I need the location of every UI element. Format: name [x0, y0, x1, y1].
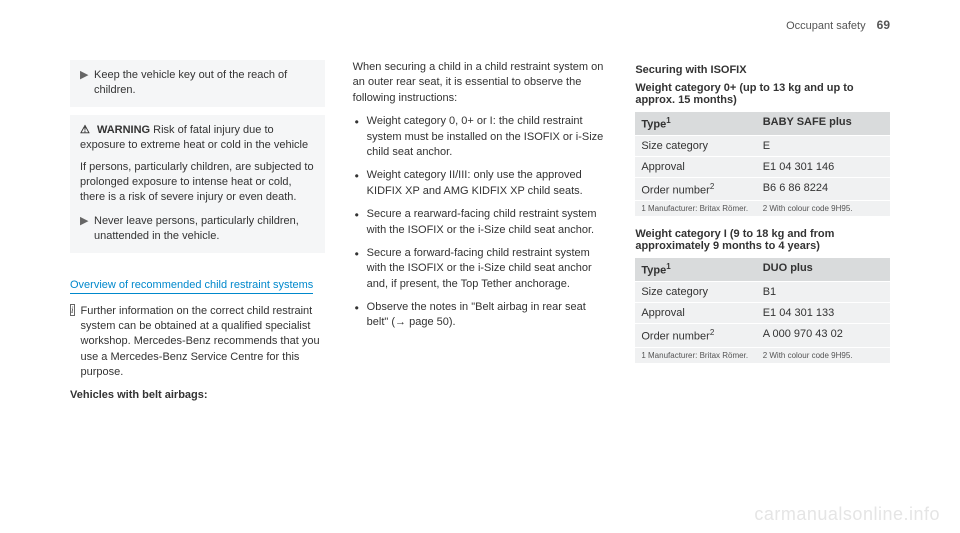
order-label: Order number — [641, 331, 709, 343]
size-label: Size category — [641, 286, 762, 298]
column-3: Securing with ISOFIX Weight category 0+ … — [635, 60, 890, 412]
approval-value: E1 04 301 146 — [763, 161, 884, 173]
page-number: 69 — [877, 18, 890, 32]
isofix-heading: Securing with ISOFIX — [635, 64, 890, 76]
table-row: Order number2 B6 6 86 8224 — [635, 177, 890, 201]
approval-value: E1 04 301 133 — [763, 307, 884, 319]
table-row: Approval E1 04 301 146 — [635, 156, 890, 177]
tip-text: Keep the vehicle key out of the reach of… — [94, 69, 287, 96]
content-columns: ▶ Keep the vehicle key out of the reach … — [70, 60, 890, 412]
size-value: E — [763, 140, 884, 152]
tip-box: ▶ Keep the vehicle key out of the reach … — [70, 60, 325, 107]
table-row: Type1 DUO plus — [635, 258, 890, 281]
list-item: Secure a forward-facing child restraint … — [353, 246, 608, 292]
table-row: Order number2 A 000 970 43 02 — [635, 323, 890, 347]
table-row: Size category E — [635, 135, 890, 156]
footnote-1: 1 Manufacturer: Britax Römer. — [641, 351, 762, 360]
column-2: When securing a child in a child restrai… — [353, 60, 608, 412]
info-text: Further information on the correct child… — [81, 304, 325, 381]
order-value: A 000 970 43 02 — [763, 328, 884, 343]
size-value: B1 — [763, 286, 884, 298]
action-arrow-icon: ▶ — [80, 68, 88, 83]
watermark: carmanualsonline.info — [754, 504, 940, 525]
approval-label: Approval — [641, 161, 762, 173]
footnote-ref: 2 — [710, 328, 714, 337]
table-footnote: 1 Manufacturer: Britax Römer. 2 With col… — [635, 347, 890, 363]
weight-cat-2-title: Weight category I (9 to 18 kg and from a… — [635, 228, 890, 252]
footnote-2: 2 With colour code 9H95. — [763, 204, 884, 213]
table-row: Type1 BABY SAFE plus — [635, 112, 890, 135]
warning-label: WARNING — [97, 124, 150, 136]
footnote-1: 1 Manufacturer: Britax Römer. — [641, 204, 762, 213]
footnote-ref: 2 — [710, 182, 714, 191]
page-header: Occupant safety 69 — [786, 18, 890, 32]
table-footnote: 1 Manufacturer: Britax Römer. 2 With col… — [635, 200, 890, 216]
section-heading: Overview of recommended child restraint … — [70, 279, 313, 294]
info-icon: i — [70, 304, 75, 316]
approval-label: Approval — [641, 307, 762, 319]
footnote-ref: 1 — [666, 262, 670, 271]
footnote-2: 2 With colour code 9H95. — [763, 351, 884, 360]
table-row: Size category B1 — [635, 281, 890, 302]
vehicles-label: Vehicles with belt airbags: — [70, 388, 325, 403]
type-label: Type — [641, 119, 666, 131]
type-value: DUO plus — [763, 262, 884, 277]
column-1: ▶ Keep the vehicle key out of the reach … — [70, 60, 325, 412]
size-label: Size category — [641, 140, 762, 152]
section-name: Occupant safety — [786, 20, 866, 32]
table-weight-cat-1: Type1 DUO plus Size category B1 Approval… — [635, 258, 890, 362]
action-arrow-icon: ▶ — [80, 214, 88, 229]
list-item: Secure a rearward-facing child restraint… — [353, 207, 608, 238]
table-row: Approval E1 04 301 133 — [635, 302, 890, 323]
order-value: B6 6 86 8224 — [763, 182, 884, 197]
warning-triangle-icon: ⚠ — [80, 123, 90, 138]
instruction-list: Weight category 0, 0+ or I: the child re… — [353, 114, 608, 331]
warning-action: Never leave persons, particularly childr… — [94, 215, 299, 242]
list-item: Weight category 0, 0+ or I: the child re… — [353, 114, 608, 160]
table-weight-cat-0plus: Type1 BABY SAFE plus Size category E App… — [635, 112, 890, 216]
list-item: Weight category II/III: only use the app… — [353, 168, 608, 199]
warning-box: ⚠ WARNING Risk of fatal injury due to ex… — [70, 115, 325, 253]
weight-cat-1-title: Weight category 0+ (up to 13 kg and up t… — [635, 82, 890, 106]
order-label: Order number — [641, 184, 709, 196]
list-item: Observe the notes in "Belt airbag in rea… — [353, 300, 608, 331]
footnote-ref: 1 — [666, 116, 670, 125]
col2-intro: When securing a child in a child restrai… — [353, 60, 608, 106]
warning-body: If persons, particularly children, are s… — [80, 160, 315, 206]
type-label: Type — [641, 265, 666, 277]
type-value: BABY SAFE plus — [763, 116, 884, 131]
